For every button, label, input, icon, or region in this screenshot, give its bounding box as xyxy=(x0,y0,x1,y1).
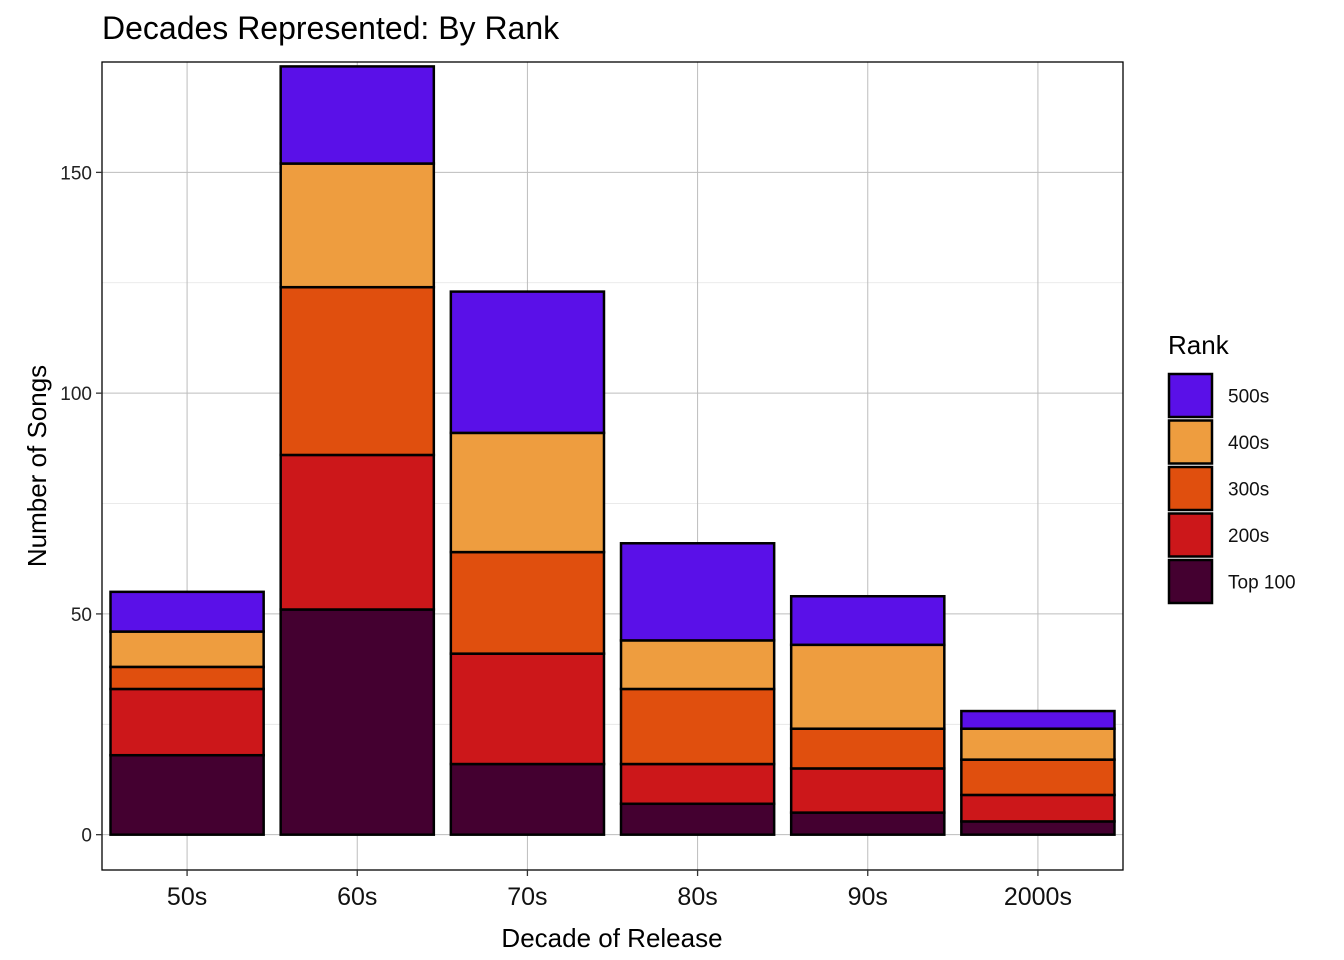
bar-segment-2000s-300s xyxy=(960,758,1116,797)
legend-label: Top 100 xyxy=(1228,573,1296,594)
bar-segment-90s-500s xyxy=(789,595,946,647)
y-axis-title: Number of Songs xyxy=(22,365,52,567)
bar-segment-90s-200s xyxy=(789,767,946,814)
bar-segment-2000s-top-100 xyxy=(960,820,1116,836)
y-tick-label: 100 xyxy=(60,384,92,405)
bar-segment-90s-400s xyxy=(789,643,946,730)
bar-segment-70s-400s xyxy=(449,431,606,554)
x-axis-title: Decade of Release xyxy=(501,923,722,953)
legend-key-400s xyxy=(1167,419,1214,465)
x-tick-label: 80s xyxy=(677,883,717,911)
legend-key-300s xyxy=(1167,465,1214,512)
legend-title: Rank xyxy=(1168,330,1230,360)
bar-segment-50s-200s xyxy=(109,687,265,757)
legend-label: 400s xyxy=(1228,433,1269,454)
bar-segment-70s-500s xyxy=(449,290,606,435)
bar-segment-50s-top-100 xyxy=(109,753,265,836)
bar-segment-80s-300s xyxy=(619,687,776,766)
bar-segment-70s-300s xyxy=(449,550,606,655)
legend-label: 200s xyxy=(1228,526,1269,547)
bar-segment-60s-200s xyxy=(279,453,436,611)
x-tick-label: 90s xyxy=(848,883,888,911)
legend-key-500s xyxy=(1167,372,1214,419)
x-axis: 50s 60s 70s 80s 90s 2000s xyxy=(167,870,1072,911)
bars xyxy=(109,65,1116,836)
x-tick-label: 2000s xyxy=(1004,883,1072,911)
x-tick-label: 60s xyxy=(337,883,377,911)
bar-segment-60s-500s xyxy=(279,65,436,165)
bar-segment-90s-top-100 xyxy=(789,811,946,836)
x-tick-label: 50s xyxy=(167,883,207,911)
bar-segment-80s-top-100 xyxy=(619,802,776,836)
bar-segment-2000s-500s xyxy=(960,709,1116,730)
bar-segment-80s-200s xyxy=(619,762,776,806)
legend-key-200s xyxy=(1167,512,1214,558)
bar-segment-80s-400s xyxy=(619,639,776,691)
legend-label: 300s xyxy=(1228,480,1269,501)
legend: Rank 500s 400s 300s 200s Top 100 xyxy=(1167,330,1296,605)
plot-panel-border xyxy=(101,61,1124,871)
y-tick-label: 0 xyxy=(81,826,92,847)
legend-label: 500s xyxy=(1228,387,1269,408)
bar-segment-50s-300s xyxy=(109,665,265,691)
y-tick-label: 50 xyxy=(71,605,92,626)
chart-title: Decades Represented: By Rank xyxy=(102,10,560,46)
bar-segment-60s-top-100 xyxy=(279,608,436,836)
y-axis: 0 50 100 150 xyxy=(60,163,102,847)
bar-segment-70s-200s xyxy=(449,652,606,766)
bar-segment-60s-300s xyxy=(279,285,436,457)
y-tick-label: 150 xyxy=(60,163,92,184)
bar-segment-50s-400s xyxy=(109,630,265,669)
bar-segment-2000s-200s xyxy=(960,793,1116,823)
bar-segment-70s-top-100 xyxy=(449,762,606,836)
x-tick-label: 70s xyxy=(507,883,547,911)
legend-key-top-100 xyxy=(1167,558,1214,605)
bar-segment-2000s-400s xyxy=(960,727,1116,761)
bar-segment-50s-500s xyxy=(109,590,265,633)
bar-segment-60s-400s xyxy=(279,162,436,289)
bar-segment-80s-500s xyxy=(619,542,776,642)
bar-segment-90s-300s xyxy=(789,727,946,770)
